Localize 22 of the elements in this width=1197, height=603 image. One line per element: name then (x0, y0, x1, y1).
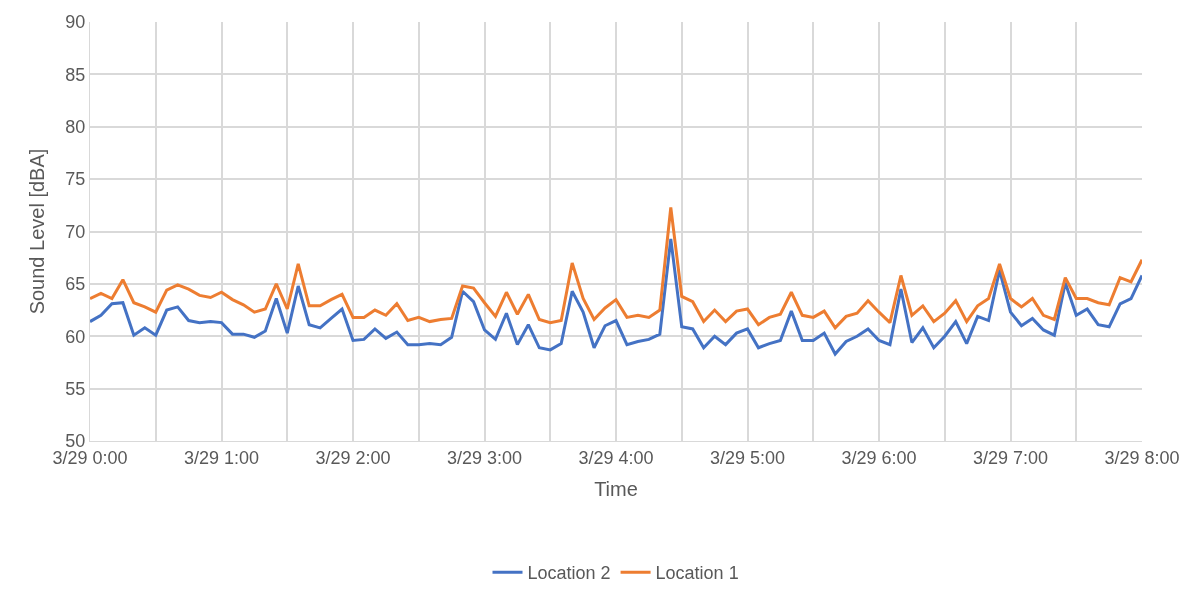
x-tick-label: 3/29 5:00 (709, 447, 786, 468)
x-tick-label: 3/29 7:00 (972, 447, 1049, 468)
y-tick-label: 85 (65, 64, 86, 85)
y-tick-label: 65 (65, 274, 86, 295)
x-tick-label: 3/29 6:00 (841, 447, 917, 468)
line-series (90, 237, 1142, 356)
x-tick-label: 3/29 4:00 (578, 447, 654, 468)
y-tick-label: 80 (65, 117, 86, 138)
legend-label: Location 2 (527, 563, 611, 584)
line-series (90, 205, 1142, 330)
x-axis-title: Time (594, 478, 638, 501)
y-tick-label: 70 (65, 221, 86, 242)
y-tick-label: 90 (65, 12, 86, 33)
x-tick-label: 3/29 3:00 (446, 447, 523, 468)
y-tick-label: 55 (65, 378, 86, 399)
y-tick-label: 75 (65, 169, 86, 190)
x-tick-label: 3/29 2:00 (315, 447, 391, 468)
y-axis-title: Sound Level [dBA] (25, 148, 48, 315)
x-tick-label: 3/29 1:00 (183, 447, 260, 468)
legend-label: Location 1 (655, 563, 739, 584)
x-tick-label: 3/29 8:00 (1104, 447, 1180, 468)
y-tick-label: 60 (65, 326, 86, 347)
